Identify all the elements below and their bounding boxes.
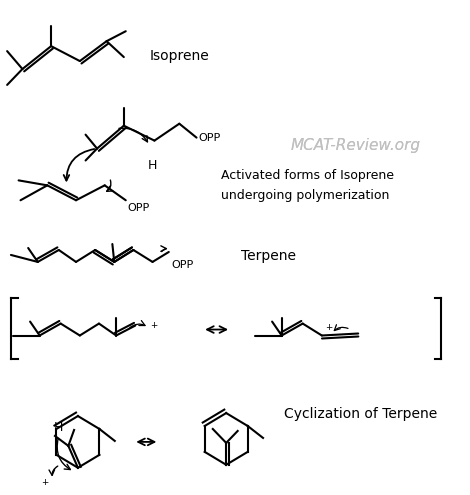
Text: $^+$: $^+$ — [149, 321, 159, 334]
Text: H: H — [148, 158, 157, 171]
Text: MCAT-Review.org: MCAT-Review.org — [290, 138, 420, 153]
Text: undergoing polymerization: undergoing polymerization — [221, 189, 390, 202]
Text: OPP: OPP — [198, 133, 221, 143]
Text: MCAT-Review.org: MCAT-Review.org — [290, 138, 420, 153]
Text: OPP: OPP — [128, 203, 150, 213]
Text: $^+$: $^+$ — [40, 478, 50, 491]
Text: Terpene: Terpene — [241, 249, 296, 263]
Text: Cyclization of Terpene: Cyclization of Terpene — [283, 407, 437, 421]
Text: OPP: OPP — [172, 260, 194, 270]
Text: H: H — [54, 421, 63, 435]
Text: $^+$: $^+$ — [324, 323, 334, 336]
Text: Isoprene: Isoprene — [149, 49, 210, 63]
Text: Activated forms of Isoprene: Activated forms of Isoprene — [221, 169, 394, 182]
